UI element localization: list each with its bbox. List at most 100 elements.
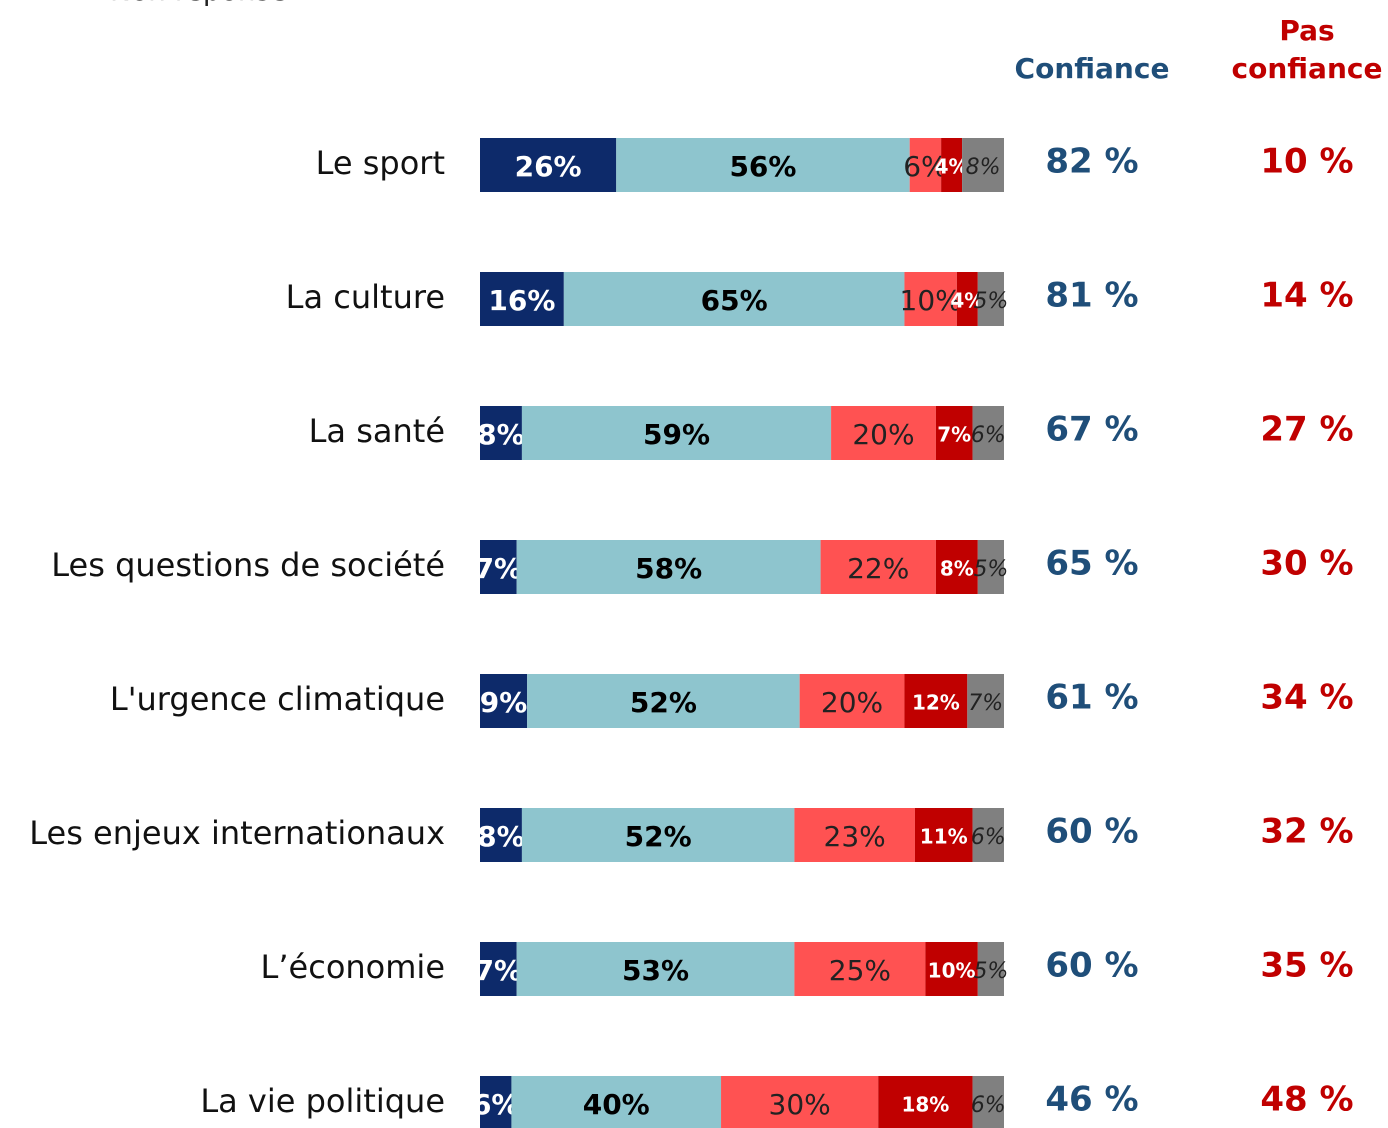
value-label: 7% bbox=[475, 552, 523, 585]
value-label: 11% bbox=[920, 825, 968, 849]
total-label: 27 % bbox=[1260, 410, 1353, 450]
bar-segment bbox=[563, 272, 905, 326]
bar-segment bbox=[511, 1076, 722, 1128]
bar-segment bbox=[480, 808, 522, 862]
bar-segment bbox=[962, 138, 1004, 192]
bar-segment bbox=[527, 674, 800, 728]
legend-label: Non réponse bbox=[110, 0, 287, 7]
value-label: 30% bbox=[769, 1088, 831, 1121]
bar-segment bbox=[956, 272, 978, 326]
bar-segment bbox=[516, 942, 795, 996]
bar-segment bbox=[799, 674, 905, 728]
category-label: L'urgence climatique bbox=[110, 680, 445, 718]
value-label: 8% bbox=[966, 155, 1001, 180]
bar-segment bbox=[878, 1076, 973, 1128]
value-label: 16% bbox=[488, 284, 555, 317]
bar-segment bbox=[480, 406, 522, 460]
value-label: 8% bbox=[940, 557, 974, 581]
value-label: 5% bbox=[973, 289, 1008, 314]
column-header: Pas confiance bbox=[1232, 14, 1383, 85]
value-label: 8% bbox=[477, 418, 525, 451]
value-label: 5% bbox=[973, 959, 1008, 984]
total-label: 81 % bbox=[1045, 276, 1138, 316]
value-label: 6% bbox=[903, 150, 947, 183]
total-label: 60 % bbox=[1045, 812, 1138, 852]
value-label: 7% bbox=[937, 423, 971, 447]
value-label: 7% bbox=[968, 691, 1003, 716]
value-label: 7% bbox=[475, 954, 523, 987]
total-label: 82 % bbox=[1045, 142, 1138, 182]
bar-segment bbox=[941, 138, 963, 192]
value-label: 12% bbox=[912, 691, 960, 715]
value-label: 56% bbox=[729, 150, 796, 183]
bar-segment bbox=[521, 808, 795, 862]
value-label: 9% bbox=[480, 686, 528, 719]
category-label: L’économie bbox=[261, 948, 445, 986]
total-label: 14 % bbox=[1260, 276, 1353, 316]
bar-segment bbox=[925, 942, 978, 996]
value-label: 40% bbox=[583, 1088, 650, 1121]
total-label: 46 % bbox=[1045, 1080, 1138, 1120]
value-label: 59% bbox=[643, 418, 710, 451]
bar-segment bbox=[977, 540, 1004, 594]
total-label: 60 % bbox=[1045, 946, 1138, 986]
value-label: 6% bbox=[971, 825, 1006, 850]
value-label: 6% bbox=[971, 423, 1006, 448]
value-label: 20% bbox=[852, 418, 914, 451]
bar-segment bbox=[904, 674, 968, 728]
bar-segment bbox=[721, 1076, 879, 1128]
bar-segment bbox=[480, 138, 617, 192]
total-label: 65 % bbox=[1045, 544, 1138, 584]
category-label: La vie politique bbox=[200, 1082, 445, 1120]
bar-segment bbox=[480, 674, 528, 728]
total-label: 35 % bbox=[1260, 946, 1353, 986]
bar-segment bbox=[794, 942, 926, 996]
value-label: 10% bbox=[900, 284, 962, 317]
value-label: 23% bbox=[824, 820, 886, 853]
bar-segment bbox=[909, 138, 942, 192]
bar-segment bbox=[831, 406, 936, 460]
bar-segment bbox=[820, 540, 936, 594]
total-label: 48 % bbox=[1260, 1080, 1353, 1120]
total-label: 67 % bbox=[1045, 410, 1138, 450]
column-title: Confiance bbox=[1014, 52, 1170, 85]
column-header: Confiance bbox=[1014, 52, 1170, 85]
value-label: 25% bbox=[829, 954, 891, 987]
total-label: 32 % bbox=[1260, 812, 1353, 852]
total-label: 30 % bbox=[1260, 544, 1353, 584]
bar-segment bbox=[935, 406, 973, 460]
value-label: 52% bbox=[625, 820, 692, 853]
category-label: La culture bbox=[286, 278, 445, 316]
bar-segment bbox=[480, 272, 564, 326]
category-label: Les enjeux internationaux bbox=[29, 814, 445, 852]
bar-segment bbox=[480, 540, 517, 594]
bar-segment bbox=[794, 808, 915, 862]
category-label: La santé bbox=[309, 412, 445, 450]
bar-segment bbox=[977, 272, 1004, 326]
bar-segment bbox=[935, 540, 978, 594]
value-label: 20% bbox=[821, 686, 883, 719]
value-label: 8% bbox=[477, 820, 525, 853]
value-label: 58% bbox=[635, 552, 702, 585]
bar-segment bbox=[914, 808, 973, 862]
value-label: 22% bbox=[847, 552, 909, 585]
total-label: 10 % bbox=[1260, 142, 1353, 182]
bar-segment bbox=[904, 272, 957, 326]
bar-segment bbox=[967, 674, 1004, 728]
bar-segment bbox=[616, 138, 910, 192]
value-label: 5% bbox=[973, 557, 1008, 582]
bar-segment bbox=[521, 406, 832, 460]
bar-segment bbox=[977, 942, 1004, 996]
bar-segment bbox=[972, 1076, 1004, 1128]
value-label: 26% bbox=[515, 150, 582, 183]
bar-segment bbox=[480, 1076, 512, 1128]
value-label: 52% bbox=[630, 686, 697, 719]
value-label: 53% bbox=[622, 954, 689, 987]
category-label: Les questions de société bbox=[51, 546, 445, 584]
value-label: 18% bbox=[901, 1093, 949, 1117]
bar-segment bbox=[972, 808, 1004, 862]
bar-segment bbox=[516, 540, 821, 594]
category-label: Le sport bbox=[316, 144, 445, 182]
value-label: 65% bbox=[701, 284, 768, 317]
